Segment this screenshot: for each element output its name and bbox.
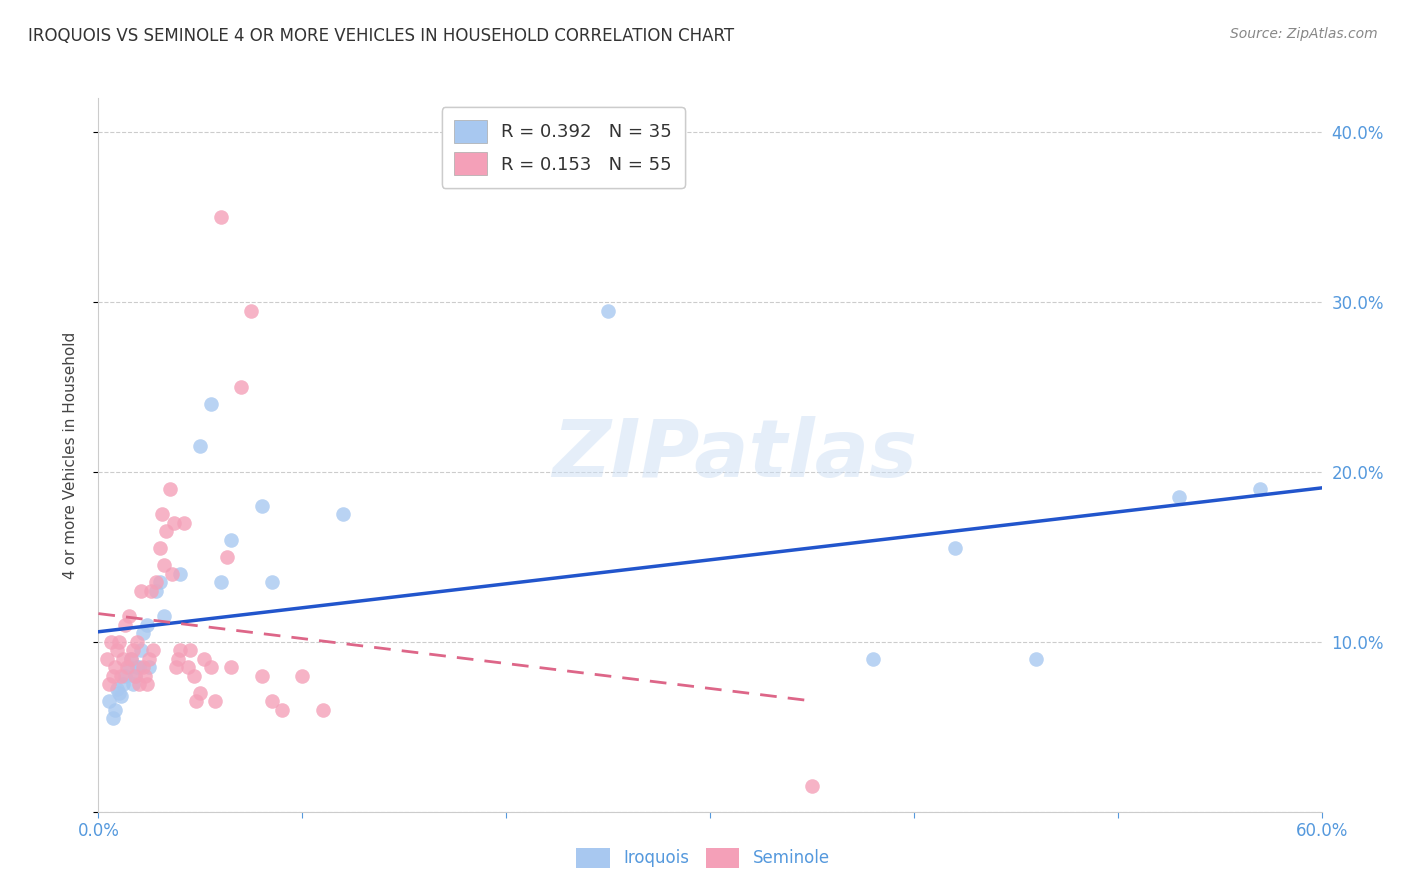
Point	[149, 541, 172, 556]
Point	[169, 643, 191, 657]
Point	[114, 617, 136, 632]
Point	[200, 660, 222, 674]
Point	[111, 652, 134, 666]
Point	[183, 669, 205, 683]
Point	[250, 669, 273, 683]
Point	[231, 380, 253, 394]
Point	[104, 660, 127, 674]
Point	[128, 677, 150, 691]
Point	[97, 694, 120, 708]
Point	[134, 669, 156, 683]
Point	[209, 210, 232, 224]
Point	[193, 652, 215, 666]
Point	[943, 541, 966, 556]
Point	[598, 303, 620, 318]
Point	[97, 677, 120, 691]
Point	[179, 643, 201, 657]
Point	[142, 643, 165, 657]
Point	[118, 609, 141, 624]
Point	[127, 635, 149, 649]
Point	[291, 669, 314, 683]
Point	[104, 703, 127, 717]
Point	[250, 499, 273, 513]
Point	[163, 516, 186, 530]
Point	[114, 669, 136, 683]
Point	[312, 703, 335, 717]
Point	[138, 660, 160, 674]
Point	[1167, 491, 1189, 505]
Point	[173, 516, 195, 530]
Legend: R = 0.392   N = 35, R = 0.153   N = 55: R = 0.392 N = 35, R = 0.153 N = 55	[441, 107, 685, 188]
Point	[120, 652, 142, 666]
Point	[204, 694, 226, 708]
Point	[124, 669, 146, 683]
Point	[122, 643, 145, 657]
Point	[150, 508, 173, 522]
Point	[159, 482, 181, 496]
Point	[128, 660, 150, 674]
Point	[141, 583, 163, 598]
Point	[136, 677, 159, 691]
Point	[115, 660, 138, 674]
Point	[105, 682, 128, 697]
Point	[129, 643, 152, 657]
Point	[105, 643, 128, 657]
Point	[136, 617, 159, 632]
Point	[186, 694, 208, 708]
Point	[101, 711, 124, 725]
Point	[152, 609, 174, 624]
Point	[108, 635, 131, 649]
Point	[165, 660, 187, 674]
Point	[120, 652, 142, 666]
Text: ZIPatlas: ZIPatlas	[553, 416, 917, 494]
Point	[138, 652, 160, 666]
Point	[215, 549, 238, 564]
Point	[111, 677, 134, 691]
Point	[240, 303, 263, 318]
Point	[177, 660, 200, 674]
Point	[145, 575, 167, 590]
Text: Source: ZipAtlas.com: Source: ZipAtlas.com	[1230, 27, 1378, 41]
Point	[110, 689, 132, 703]
Text: IROQUOIS VS SEMINOLE 4 OR MORE VEHICLES IN HOUSEHOLD CORRELATION CHART: IROQUOIS VS SEMINOLE 4 OR MORE VEHICLES …	[28, 27, 734, 45]
Point	[124, 669, 146, 683]
Point	[122, 677, 145, 691]
Point	[260, 575, 283, 590]
Point	[862, 652, 884, 666]
Point	[332, 508, 354, 522]
Point	[149, 575, 172, 590]
Point	[219, 660, 242, 674]
Point	[110, 669, 132, 683]
Point	[101, 669, 124, 683]
Point	[801, 779, 824, 793]
Point	[200, 397, 222, 411]
Point	[152, 558, 174, 573]
Point	[169, 566, 191, 581]
Point	[260, 694, 283, 708]
Point	[160, 566, 183, 581]
Y-axis label: 4 or more Vehicles in Household: 4 or more Vehicles in Household	[63, 331, 77, 579]
Point	[1025, 652, 1047, 666]
Point	[145, 583, 167, 598]
Point	[1249, 482, 1271, 496]
Point	[132, 660, 155, 674]
Point	[132, 626, 155, 640]
Point	[167, 652, 190, 666]
Point	[219, 533, 242, 547]
Point	[118, 660, 141, 674]
Point	[155, 524, 177, 539]
Point	[127, 660, 149, 674]
Point	[129, 583, 152, 598]
Legend: Iroquois, Seminole: Iroquois, Seminole	[569, 841, 837, 875]
Point	[100, 635, 122, 649]
Point	[270, 703, 294, 717]
Point	[188, 439, 212, 453]
Point	[108, 686, 131, 700]
Point	[209, 575, 232, 590]
Point	[96, 652, 118, 666]
Point	[188, 686, 212, 700]
